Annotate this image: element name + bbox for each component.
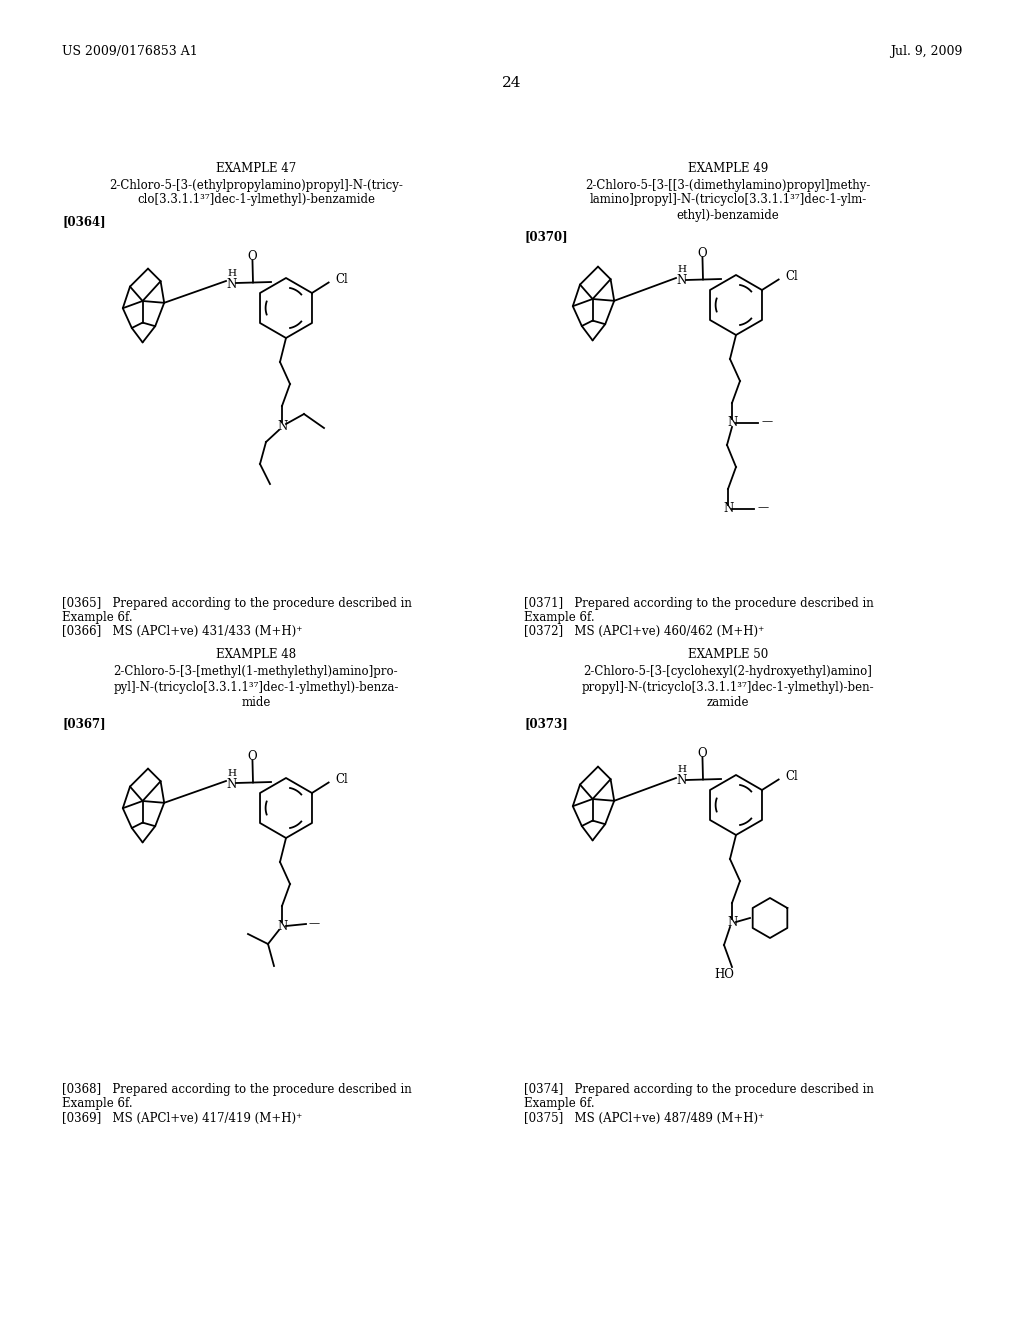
Text: ethyl)-benzamide: ethyl)-benzamide: [677, 209, 779, 222]
Text: [0370]: [0370]: [524, 231, 567, 243]
Text: Cl: Cl: [785, 770, 799, 783]
Text: Example 6f.: Example 6f.: [62, 1097, 133, 1110]
Text: O: O: [697, 747, 708, 760]
Text: H: H: [227, 768, 237, 777]
Text: N: N: [227, 277, 238, 290]
Text: [0364]: [0364]: [62, 215, 105, 228]
Text: pyl]-N-(tricyclo[3.3.1.1³⁷]dec-1-ylmethyl)-benza-: pyl]-N-(tricyclo[3.3.1.1³⁷]dec-1-ylmethy…: [114, 681, 398, 693]
Text: N: N: [677, 775, 687, 788]
Text: Example 6f.: Example 6f.: [524, 1097, 595, 1110]
Text: mide: mide: [242, 696, 270, 709]
Text: N: N: [727, 417, 737, 429]
Text: Cl: Cl: [336, 774, 348, 785]
Text: EXAMPLE 47: EXAMPLE 47: [216, 161, 296, 174]
Text: H: H: [227, 268, 237, 277]
Text: O: O: [248, 750, 257, 763]
Text: [0371]   Prepared according to the procedure described in: [0371] Prepared according to the procedu…: [524, 597, 873, 610]
Text: [0373]: [0373]: [524, 718, 567, 730]
Text: —: —: [762, 416, 773, 426]
Text: 2-Chloro-5-[3-[cyclohexyl(2-hydroxyethyl)amino]: 2-Chloro-5-[3-[cyclohexyl(2-hydroxyethyl…: [584, 665, 872, 678]
Text: EXAMPLE 50: EXAMPLE 50: [688, 648, 768, 661]
Text: N: N: [278, 420, 288, 433]
Text: 24: 24: [502, 77, 522, 90]
Text: zamide: zamide: [707, 696, 750, 709]
Text: H: H: [678, 766, 686, 775]
Text: US 2009/0176853 A1: US 2009/0176853 A1: [62, 45, 198, 58]
Text: N: N: [723, 503, 733, 516]
Text: [0375]   MS (APCl+ve) 487/489 (M+H)⁺: [0375] MS (APCl+ve) 487/489 (M+H)⁺: [524, 1111, 764, 1125]
Text: O: O: [248, 249, 257, 263]
Text: 2-Chloro-5-[3-[methyl(1-methylethyl)amino]pro-: 2-Chloro-5-[3-[methyl(1-methylethyl)amin…: [114, 665, 398, 678]
Text: [0366]   MS (APCl+ve) 431/433 (M+H)⁺: [0366] MS (APCl+ve) 431/433 (M+H)⁺: [62, 624, 302, 638]
Text: Jul. 9, 2009: Jul. 9, 2009: [890, 45, 962, 58]
Text: EXAMPLE 48: EXAMPLE 48: [216, 648, 296, 661]
Text: —: —: [309, 917, 321, 928]
Text: [0369]   MS (APCl+ve) 417/419 (M+H)⁺: [0369] MS (APCl+ve) 417/419 (M+H)⁺: [62, 1111, 302, 1125]
Text: N: N: [677, 275, 687, 288]
Text: H: H: [678, 265, 686, 275]
Text: N: N: [227, 777, 238, 791]
Text: Example 6f.: Example 6f.: [524, 610, 595, 623]
Text: N: N: [278, 920, 288, 932]
Text: [0367]: [0367]: [62, 718, 105, 730]
Text: EXAMPLE 49: EXAMPLE 49: [688, 161, 768, 174]
Text: lamino]propyl]-N-(tricyclo[3.3.1.1³⁷]dec-1-ylm-: lamino]propyl]-N-(tricyclo[3.3.1.1³⁷]dec…: [590, 194, 866, 206]
Text: [0365]   Prepared according to the procedure described in: [0365] Prepared according to the procedu…: [62, 597, 412, 610]
Text: 2-Chloro-5-[3-[[3-(dimethylamino)propyl]methy-: 2-Chloro-5-[3-[[3-(dimethylamino)propyl]…: [586, 178, 870, 191]
Text: Cl: Cl: [785, 271, 799, 282]
Text: O: O: [697, 247, 708, 260]
Text: [0368]   Prepared according to the procedure described in: [0368] Prepared according to the procedu…: [62, 1084, 412, 1097]
Text: [0374]   Prepared according to the procedure described in: [0374] Prepared according to the procedu…: [524, 1084, 873, 1097]
Text: —: —: [758, 502, 769, 512]
Text: Example 6f.: Example 6f.: [62, 610, 133, 623]
Text: HO: HO: [714, 969, 734, 982]
Text: Cl: Cl: [336, 273, 348, 286]
Text: N: N: [727, 916, 737, 929]
Text: [0372]   MS (APCl+ve) 460/462 (M+H)⁺: [0372] MS (APCl+ve) 460/462 (M+H)⁺: [524, 624, 764, 638]
Text: propyl]-N-(tricyclo[3.3.1.1³⁷]dec-1-ylmethyl)-ben-: propyl]-N-(tricyclo[3.3.1.1³⁷]dec-1-ylme…: [582, 681, 874, 693]
Text: clo[3.3.1.1³⁷]dec-1-ylmethyl)-benzamide: clo[3.3.1.1³⁷]dec-1-ylmethyl)-benzamide: [137, 194, 375, 206]
Text: 2-Chloro-5-[3-(ethylpropylamino)propyl]-N-(tricy-: 2-Chloro-5-[3-(ethylpropylamino)propyl]-…: [110, 178, 402, 191]
